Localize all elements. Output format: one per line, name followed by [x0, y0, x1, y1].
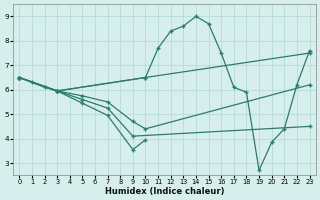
X-axis label: Humidex (Indice chaleur): Humidex (Indice chaleur) — [105, 187, 224, 196]
